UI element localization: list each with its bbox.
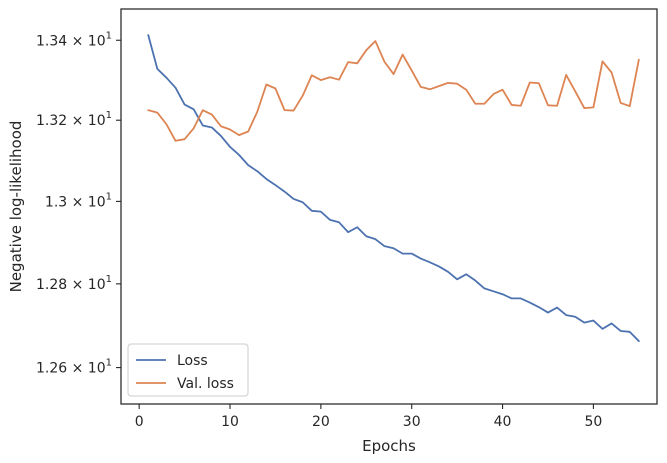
x-axis-title: Epochs <box>362 437 416 455</box>
x-tick-label: 10 <box>221 414 239 430</box>
y-tick-label: 1.26 × 101 <box>36 358 112 377</box>
plot-area-frame <box>120 8 658 405</box>
x-tick-label: 0 <box>135 414 144 430</box>
y-axis-title: Negative log-likelihood <box>7 121 25 293</box>
y-tick-label: 1.28 × 101 <box>36 274 112 293</box>
ticks-layer: 0 10 20 30 40 50 1.26 × 101 1.28 × 101 1.3 × 101… <box>36 30 602 430</box>
series-layer <box>147 34 640 342</box>
y-tick-label: 1.34 × 101 <box>36 30 112 49</box>
series-line-loss <box>147 34 640 342</box>
x-tick-label: 30 <box>403 414 421 430</box>
x-tick-label: 40 <box>494 414 512 430</box>
legend: Loss Val. loss <box>127 343 249 397</box>
legend-label-val-loss: Val. loss <box>177 376 234 392</box>
x-tick-label: 20 <box>312 414 330 430</box>
x-tick-label: 50 <box>584 414 602 430</box>
series-line-val-loss <box>147 40 640 142</box>
y-tick-label: 1.3 × 101 <box>45 191 112 210</box>
legend-label-loss: Loss <box>177 353 208 369</box>
y-tick-label: 1.32 × 101 <box>36 110 112 129</box>
